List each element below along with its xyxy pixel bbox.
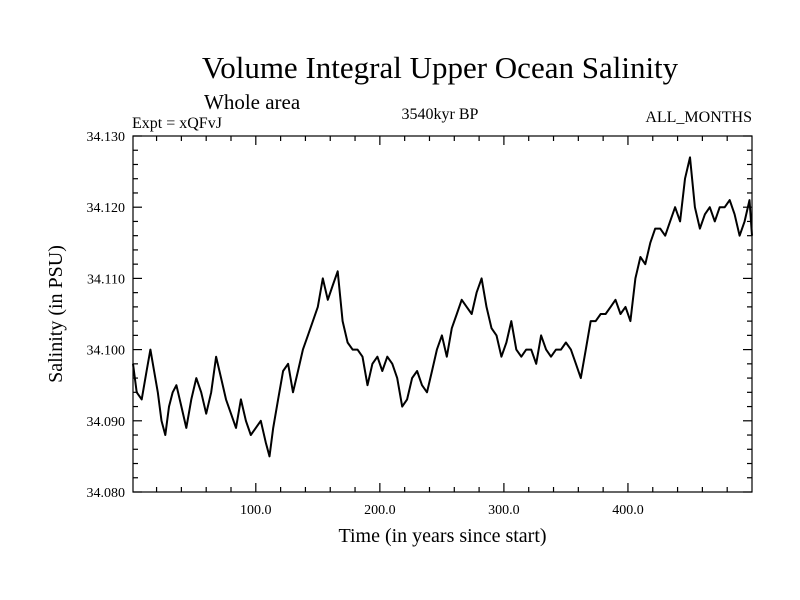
y-tick-label: 34.100 [87,344,126,359]
y-tick-label: 34.080 [87,486,126,501]
plot-frame [132,135,753,493]
experiment-label: Expt = xQFvJ [132,115,222,132]
period-label: 3540kyr BP [401,106,479,123]
salinity-series-line [132,156,753,458]
x-tick-label: 400.0 [612,503,644,518]
y-tick-label: 34.130 [87,130,126,145]
y-axis-label: Salinity (in PSU) [45,245,67,383]
months-label: ALL_MONTHS [645,109,752,126]
x-tick-label: 100.0 [240,503,272,518]
y-tick-label: 34.120 [87,201,126,216]
chart-title: Volume Integral Upper Ocean Salinity [201,50,679,85]
y-tick-label: 34.090 [87,415,126,430]
chart-subtitle: Whole area [204,90,301,114]
x-tick-label: 300.0 [488,503,520,518]
x-tick-label: 200.0 [364,503,396,518]
y-tick-label: 34.110 [87,272,125,287]
x-axis-label: Time (in years since start) [338,525,546,547]
